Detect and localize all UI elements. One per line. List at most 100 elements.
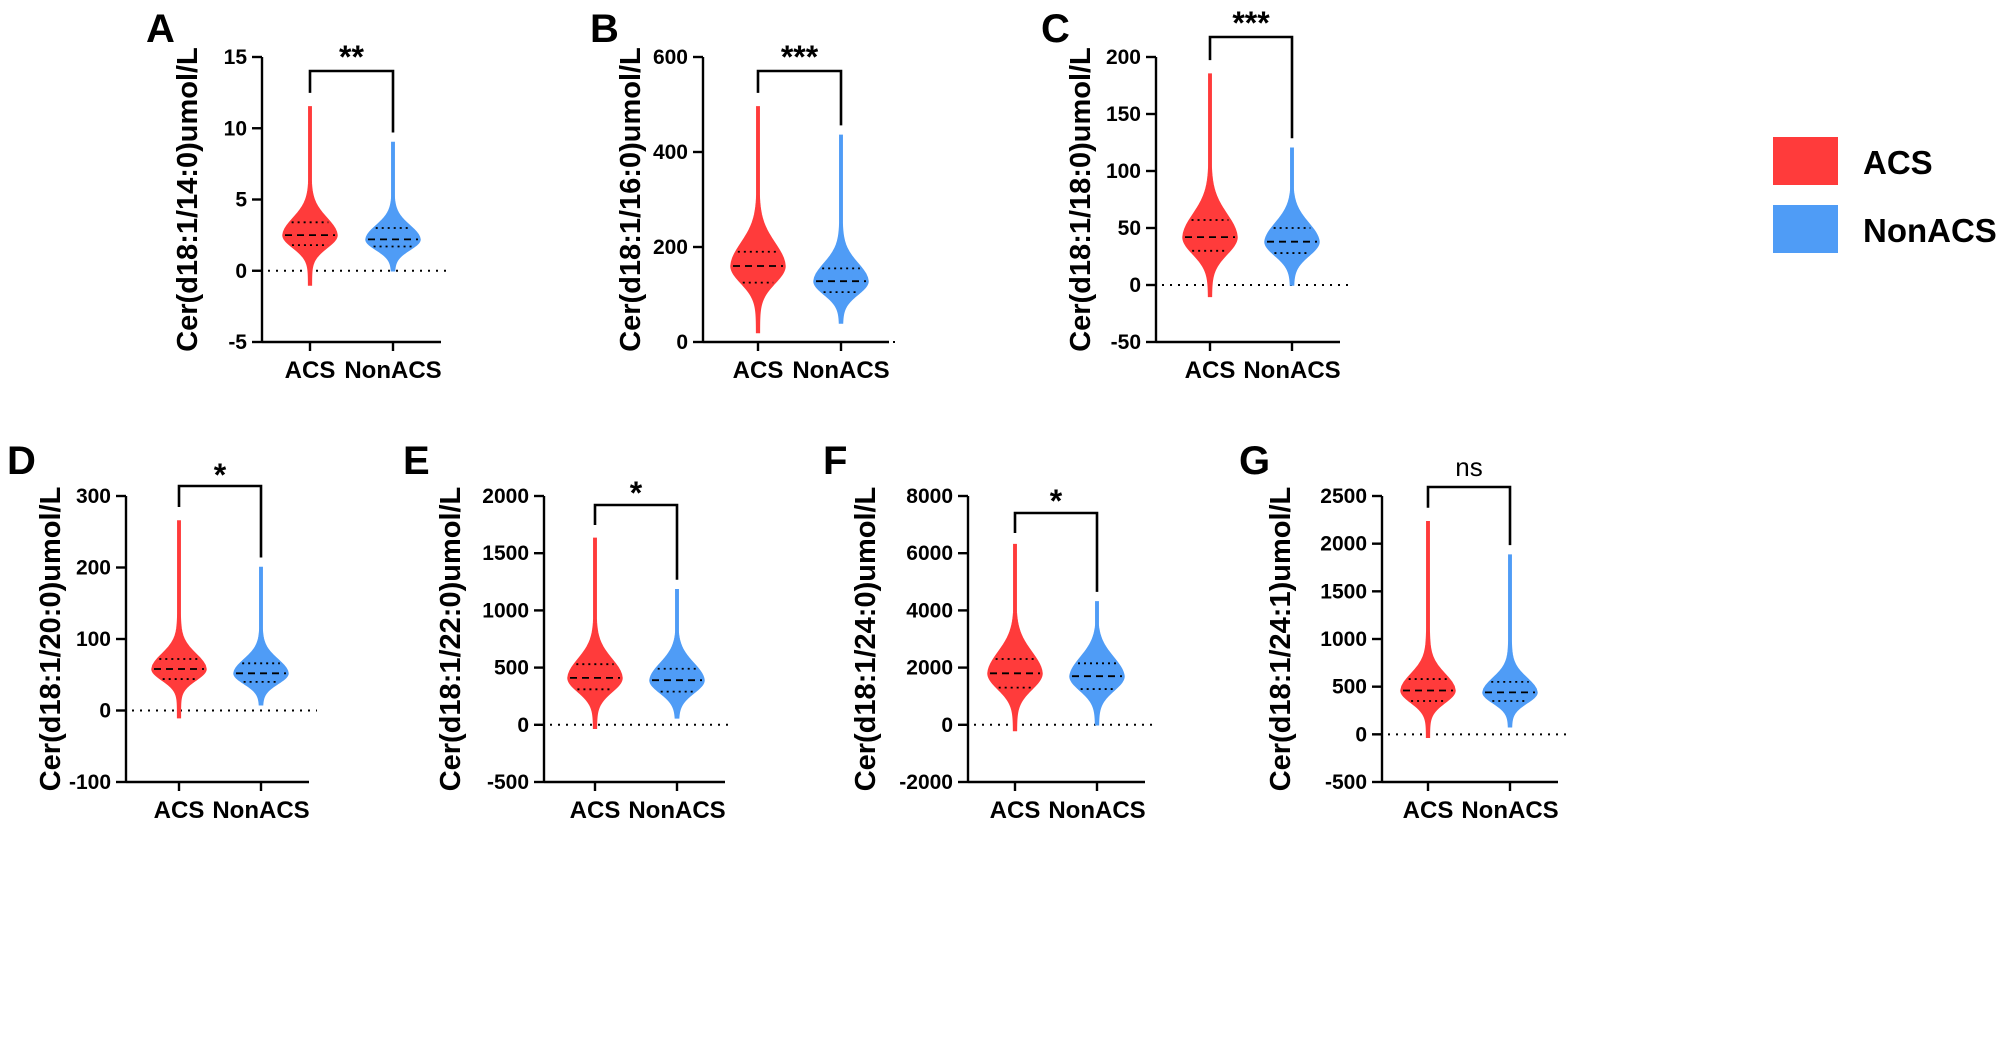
violin-acs xyxy=(987,543,1043,732)
significance-label: *** xyxy=(781,39,819,75)
y-tick-label: 4000 xyxy=(906,599,953,622)
violin-acs xyxy=(567,537,623,729)
y-tick-label: 2500 xyxy=(1320,485,1367,508)
y-tick-label: 2000 xyxy=(906,657,953,680)
panel-letter: F xyxy=(823,439,847,483)
y-tick-label: 300 xyxy=(76,485,111,508)
panel-letter: D xyxy=(7,439,36,483)
panel-d: D Cer(d18:1/20:0)umol/L -100 0 100 200 300 ACS N… xyxy=(7,439,317,824)
significance-bracket xyxy=(177,484,263,558)
violin-nonacs xyxy=(813,134,869,324)
y-tick-label: 400 xyxy=(653,141,688,164)
x-category-label: ACS xyxy=(154,797,205,824)
panel-g: G Cer(d18:1/24:1)umol/L -500 0 500 1000 1500 20… xyxy=(1239,439,1566,824)
y-tick-label: 200 xyxy=(1106,46,1141,69)
y-tick-label: -2000 xyxy=(899,771,953,794)
legend: ACS NonACS xyxy=(1773,137,1997,253)
panel-letter: G xyxy=(1239,439,1270,483)
y-tick-label: 1000 xyxy=(1320,628,1367,651)
y-axis-label: Cer(d18:1/24:0)umol/L xyxy=(850,487,882,792)
violin-nonacs xyxy=(1264,147,1320,286)
y-tick-label: 100 xyxy=(76,628,111,651)
significance-label: * xyxy=(1050,483,1063,519)
x-category-label: NonACS xyxy=(1243,357,1340,384)
x-category-label: NonACS xyxy=(1461,797,1558,824)
y-tick-label: -5 xyxy=(228,331,247,354)
y-tick-label: -500 xyxy=(487,771,529,794)
y-tick-label: 6000 xyxy=(906,542,953,565)
significance-bracket xyxy=(593,503,679,580)
y-tick-label: 0 xyxy=(941,714,953,737)
x-category-label: ACS xyxy=(1185,357,1236,384)
y-tick-label: 5 xyxy=(235,189,247,212)
x-category-label: ACS xyxy=(285,357,336,384)
y-tick-label: 200 xyxy=(653,236,688,259)
x-category-label: ACS xyxy=(1403,797,1454,824)
y-axis-label: Cer(d18:1/14:0)umol/L xyxy=(172,47,204,352)
violin-acs xyxy=(1400,520,1456,738)
significance-bracket xyxy=(308,69,395,133)
y-tick-label: -100 xyxy=(69,771,111,794)
y-tick-label: 600 xyxy=(653,46,688,69)
y-tick-label: 500 xyxy=(494,657,529,680)
y-tick-label: 500 xyxy=(1332,676,1367,699)
panel-letter: C xyxy=(1041,7,1070,51)
y-axis-label: Cer(d18:1/22:0)umol/L xyxy=(435,487,467,792)
y-axis-label: Cer(d18:1/24:1)umol/L xyxy=(1265,487,1297,792)
violin-nonacs xyxy=(233,566,289,706)
y-tick-label: 100 xyxy=(1106,160,1141,183)
x-category-label: ACS xyxy=(990,797,1041,824)
panel-letter: A xyxy=(146,7,175,51)
x-category-label: NonACS xyxy=(628,797,725,824)
y-tick-label: 2000 xyxy=(482,485,529,508)
violin-nonacs xyxy=(365,141,421,272)
y-tick-label: 150 xyxy=(1106,103,1141,126)
y-tick-label: 15 xyxy=(224,46,248,69)
y-tick-label: 200 xyxy=(76,557,111,580)
violin-nonacs xyxy=(649,589,705,719)
y-tick-label: 10 xyxy=(224,117,247,140)
y-tick-label: 0 xyxy=(676,331,688,354)
significance-bracket xyxy=(1426,485,1512,546)
legend-swatch-nonacs xyxy=(1773,205,1838,253)
legend-label-nonacs: NonACS xyxy=(1863,212,1997,249)
significance-bracket xyxy=(756,69,843,126)
y-tick-label: 0 xyxy=(517,714,529,737)
significance-label: *** xyxy=(1232,5,1270,41)
significance-bracket xyxy=(1013,511,1099,592)
significance-label: ** xyxy=(339,39,364,75)
violin-nonacs xyxy=(1482,554,1538,728)
significance-label: * xyxy=(214,457,227,493)
y-tick-label: 1500 xyxy=(1320,580,1367,603)
x-category-label: ACS xyxy=(570,797,621,824)
violin-acs xyxy=(1182,73,1238,298)
significance-label: ns xyxy=(1455,452,1482,482)
x-category-label: NonACS xyxy=(344,357,441,384)
violin-acs xyxy=(282,106,338,286)
y-tick-label: 1500 xyxy=(482,542,529,565)
x-category-label: NonACS xyxy=(1048,797,1145,824)
panel-letter: B xyxy=(590,7,619,51)
y-tick-label: 0 xyxy=(99,700,111,723)
y-tick-label: 2000 xyxy=(1320,533,1367,556)
y-tick-label: 8000 xyxy=(906,485,953,508)
significance-bracket xyxy=(1208,35,1294,139)
x-category-label: NonACS xyxy=(792,357,889,384)
y-tick-label: 0 xyxy=(1129,274,1141,297)
y-tick-label: 50 xyxy=(1118,217,1141,240)
y-tick-label: 0 xyxy=(235,260,247,283)
y-tick-label: 1000 xyxy=(482,599,529,622)
panel-letter: E xyxy=(403,439,430,483)
y-axis-label: Cer(d18:1/18:0)umol/L xyxy=(1065,47,1097,352)
violin-acs xyxy=(151,520,207,719)
y-tick-label: -500 xyxy=(1325,771,1367,794)
y-tick-label: -50 xyxy=(1111,331,1141,354)
y-tick-label: 0 xyxy=(1355,723,1367,746)
y-axis-label: Cer(d18:1/16:0)umol/L xyxy=(615,47,647,352)
